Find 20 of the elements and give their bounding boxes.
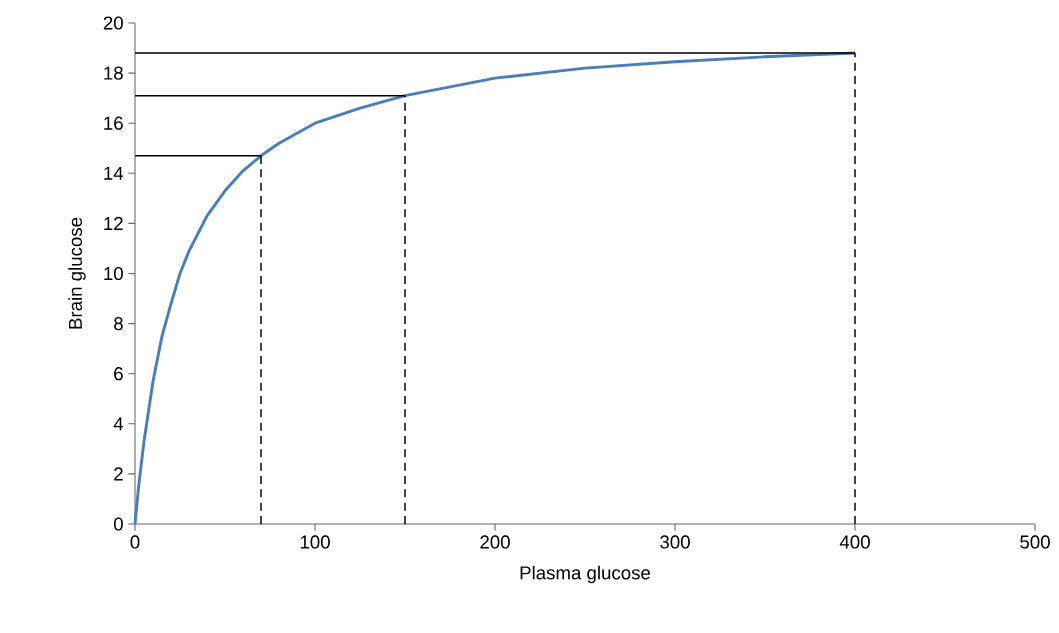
y-tick-label: 16 <box>104 116 123 130</box>
y-tick-label: 12 <box>104 216 123 230</box>
line-series <box>133 51 857 526</box>
y-tick-label: 14 <box>104 166 124 180</box>
x-tick-label: 500 <box>1020 535 1050 549</box>
x-tick-label: 0 <box>130 535 140 549</box>
y-axis-title: Brain glucose <box>68 217 86 329</box>
x-tick-label: 100 <box>300 535 330 549</box>
y-tick-label: 0 <box>113 517 123 531</box>
x-axis-title: Plasma glucose <box>520 565 651 584</box>
y-tick-label: 18 <box>104 66 123 80</box>
y-tick-label: 4 <box>113 417 124 431</box>
y-tick-label: 8 <box>114 316 123 331</box>
x-tick-label: 300 <box>660 535 690 549</box>
y-tick-label: 10 <box>104 266 123 281</box>
x-tick-label: 200 <box>480 535 510 549</box>
y-tick-label: 6 <box>114 367 123 381</box>
y-tick-label: 2 <box>114 467 123 481</box>
x-tick-label: 400 <box>839 535 870 549</box>
y-tick-label: 20 <box>103 16 123 30</box>
